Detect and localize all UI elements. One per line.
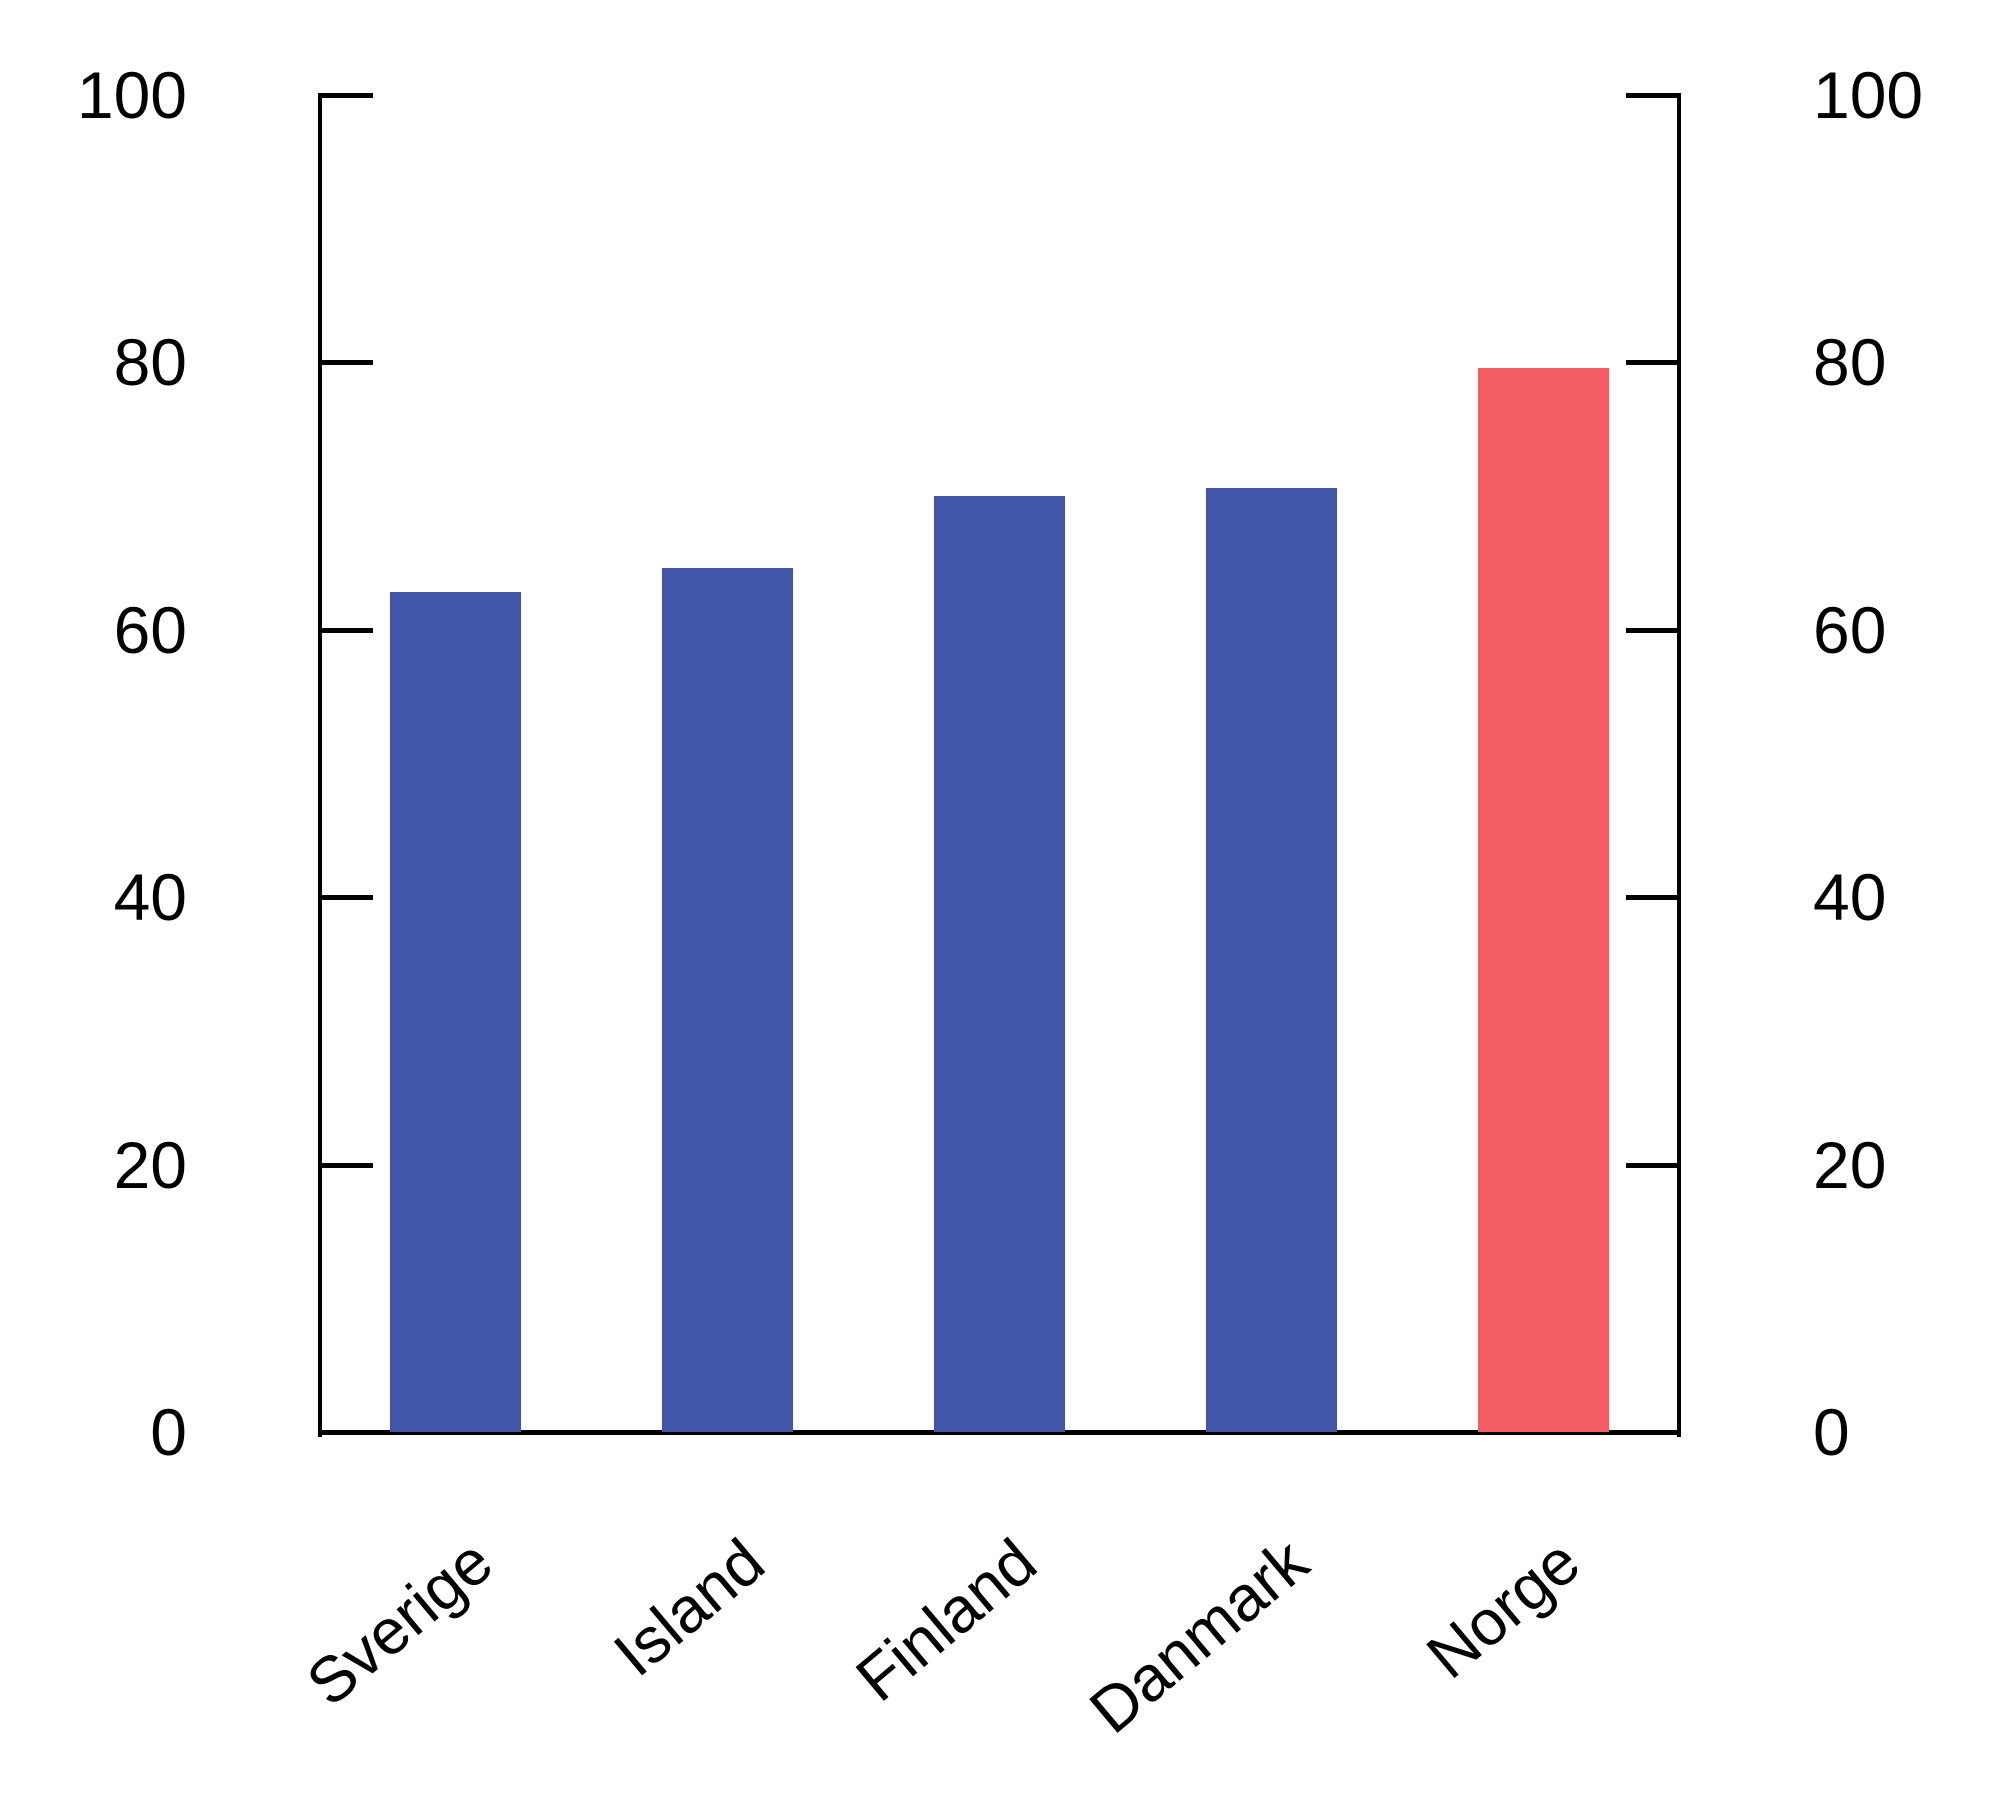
y-tick-label-left-20: 20 — [113, 1127, 187, 1202]
y-tick-left-60 — [320, 627, 373, 633]
y-tick-label-right-40: 40 — [1813, 860, 1887, 935]
x-tick-label-island: Island — [600, 1524, 778, 1690]
x-axis-spine — [318, 1430, 1681, 1435]
bar-island — [662, 568, 794, 1432]
y-tick-label-left-100: 100 — [76, 58, 187, 132]
y-tick-left-40 — [320, 895, 373, 901]
y-tick-label-left-0: 0 — [150, 1395, 187, 1469]
y-tick-left-0 — [320, 1430, 373, 1435]
bar-danmark — [1205, 488, 1337, 1432]
y-tick-label-right-100: 100 — [1813, 58, 1924, 132]
y-tick-label-right-60: 60 — [1813, 592, 1887, 667]
bar-finland — [934, 496, 1065, 1432]
bar-sverige — [390, 592, 522, 1432]
x-tick-label-sverige: Sverige — [293, 1524, 506, 1720]
x-tick-label-norge: Norge — [1413, 1524, 1593, 1693]
y-tick-right-80 — [1626, 360, 1679, 366]
bar-norge — [1477, 367, 1609, 1432]
y-tick-label-left-80: 80 — [113, 325, 187, 400]
y-tick-right-100 — [1626, 93, 1679, 98]
y-tick-label-right-80: 80 — [1813, 325, 1887, 400]
y-tick-right-60 — [1626, 627, 1679, 633]
y-tick-left-80 — [320, 360, 373, 366]
y-tick-right-40 — [1626, 895, 1679, 901]
y-tick-left-100 — [320, 93, 373, 98]
y-tick-right-20 — [1626, 1162, 1679, 1168]
y-tick-right-0 — [1626, 1430, 1679, 1435]
y-tick-label-left-40: 40 — [113, 860, 187, 935]
y-tick-label-right-0: 0 — [1813, 1395, 1850, 1469]
y-tick-label-right-20: 20 — [1813, 1127, 1887, 1202]
y-axis-left-spine — [318, 93, 322, 1437]
x-tick-label-danmark: Danmark — [1075, 1524, 1322, 1747]
y-tick-left-20 — [320, 1162, 373, 1168]
y-axis-right-spine — [1677, 93, 1681, 1437]
x-tick-label-finland: Finland — [842, 1524, 1050, 1716]
y-tick-label-left-60: 60 — [113, 592, 187, 667]
